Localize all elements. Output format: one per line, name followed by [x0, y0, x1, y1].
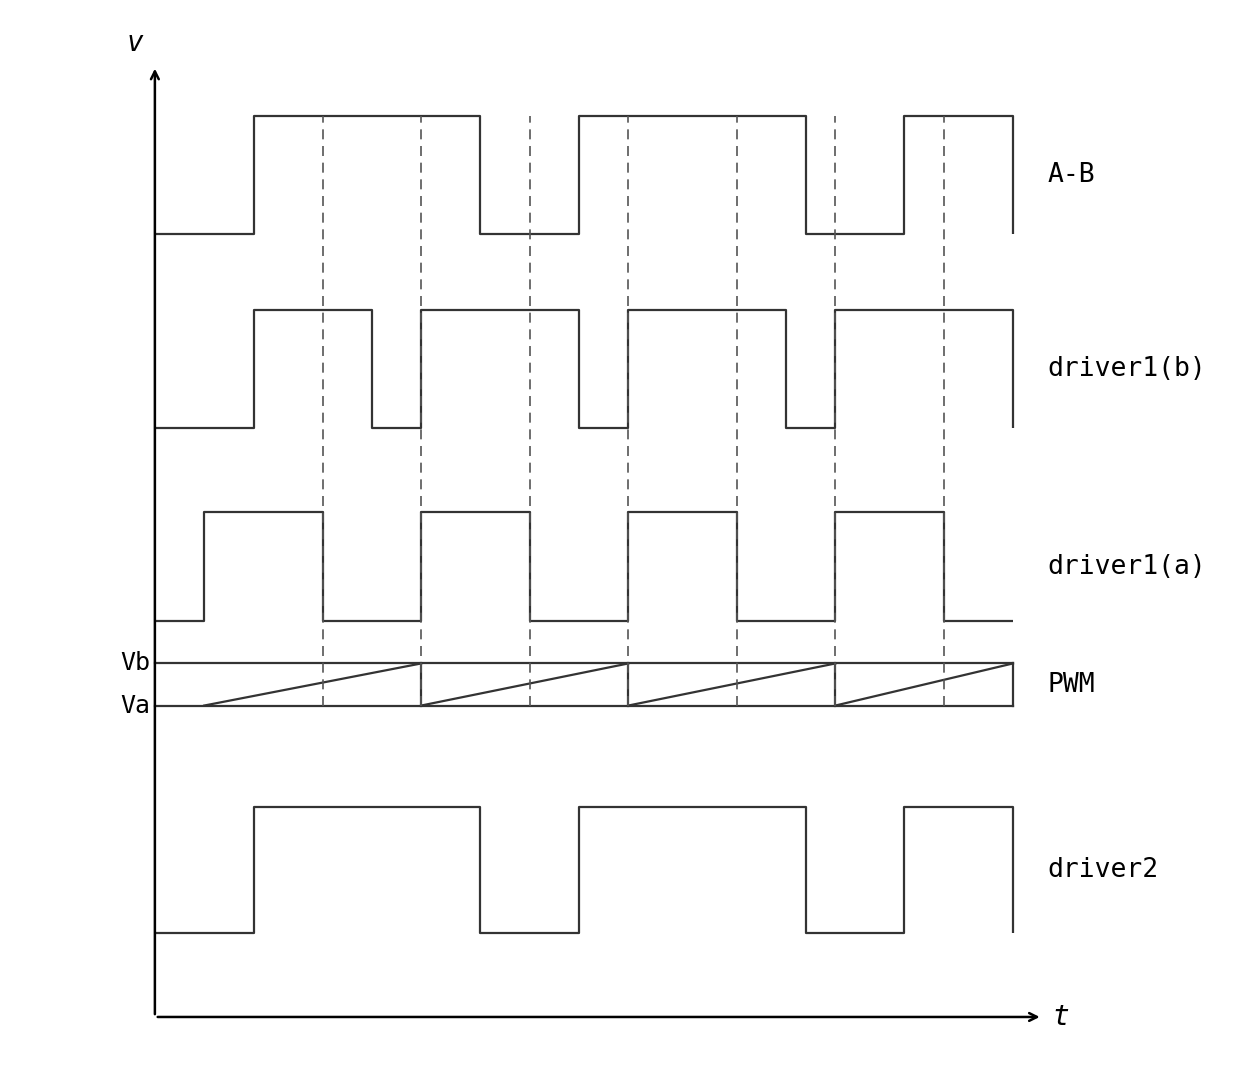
Text: t: t — [1053, 1003, 1069, 1031]
Text: driver1(b): driver1(b) — [1048, 356, 1207, 382]
Text: PWM: PWM — [1048, 672, 1095, 697]
Text: driver2: driver2 — [1048, 857, 1158, 883]
Text: Vb: Vb — [120, 651, 150, 676]
Text: v: v — [126, 30, 144, 58]
Text: Va: Va — [120, 694, 150, 717]
Text: A-B: A-B — [1048, 162, 1095, 189]
Text: driver1(a): driver1(a) — [1048, 553, 1207, 580]
